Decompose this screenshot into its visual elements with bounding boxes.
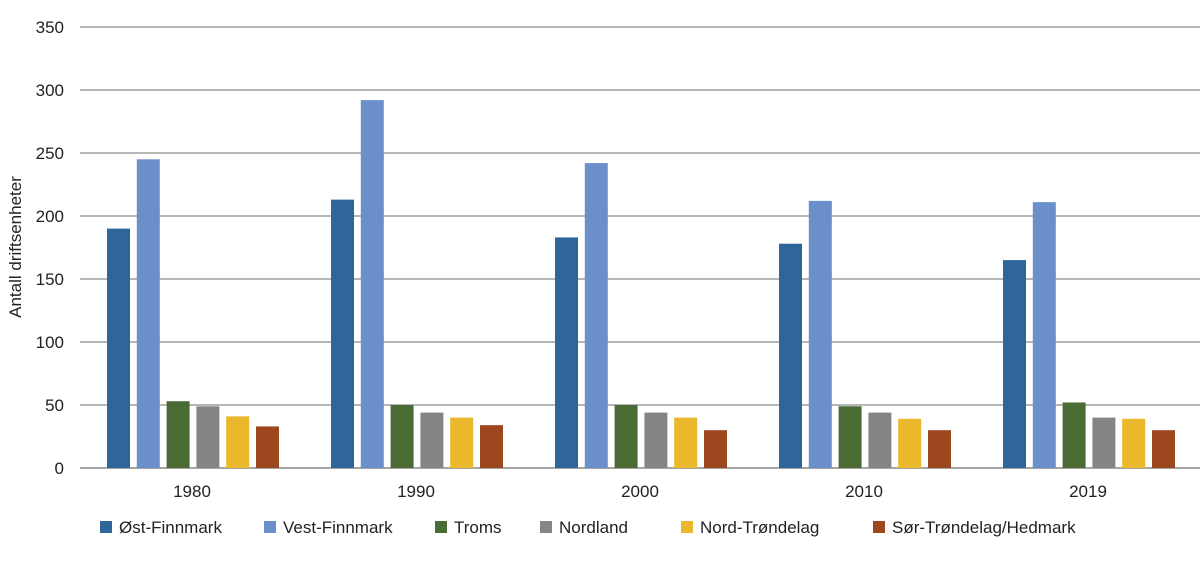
bar [196, 406, 220, 468]
legend-swatch [435, 521, 447, 533]
legend-swatch [540, 521, 552, 533]
legend-item: Nordland [540, 518, 628, 537]
y-tick-label: 0 [55, 459, 64, 478]
legend: Øst-Finnmark Vest-Finnmark Troms Nordland No… [100, 518, 1076, 537]
bar [644, 412, 668, 468]
bar [1152, 430, 1175, 468]
x-tick-label: 2019 [1069, 482, 1107, 501]
bar [107, 228, 130, 468]
x-tick-label: 2010 [845, 482, 883, 501]
bar [1092, 417, 1116, 468]
bar [704, 430, 727, 468]
bar [779, 243, 802, 468]
bar [898, 418, 922, 468]
y-tick-label: 150 [36, 270, 64, 289]
y-axis-label: Antall driftsenheter [6, 176, 25, 318]
x-axis-ticks: 1980 1990 2000 2010 2019 [173, 482, 1107, 501]
y-tick-label: 250 [36, 144, 64, 163]
bar [450, 417, 474, 468]
bar [555, 237, 578, 468]
bar [808, 200, 832, 468]
y-tick-label: 200 [36, 207, 64, 226]
bar [136, 159, 160, 469]
bar [226, 416, 250, 468]
bar [420, 412, 444, 468]
bar [1062, 402, 1086, 468]
bar [480, 425, 503, 468]
legend-item: Nord-Trøndelag [681, 518, 819, 537]
legend-label: Øst-Finnmark [119, 518, 222, 537]
x-tick-label: 2000 [621, 482, 659, 501]
bar [390, 405, 414, 468]
bar [928, 430, 951, 468]
legend-item: Øst-Finnmark [100, 518, 222, 537]
legend-item: Vest-Finnmark [264, 518, 393, 537]
legend-label: Nordland [559, 518, 628, 537]
bar [584, 163, 608, 468]
y-tick-label: 300 [36, 81, 64, 100]
legend-item: Sør-Trøndelag/Hedmark [873, 518, 1076, 537]
bar [614, 405, 638, 468]
bar [674, 417, 698, 468]
legend-swatch [873, 521, 885, 533]
y-tick-label: 50 [45, 396, 64, 415]
legend-item: Troms [435, 518, 502, 537]
legend-label: Vest-Finnmark [283, 518, 393, 537]
x-tick-label: 1980 [173, 482, 211, 501]
y-tick-label: 100 [36, 333, 64, 352]
bar [868, 412, 892, 468]
gridlines [80, 26, 1200, 469]
bar [838, 406, 862, 468]
legend-label: Sør-Trøndelag/Hedmark [892, 518, 1076, 537]
legend-swatch [681, 521, 693, 533]
bar [360, 100, 384, 468]
bar [1122, 418, 1146, 468]
bar [1032, 202, 1056, 468]
bar [1003, 260, 1026, 468]
bar [166, 401, 190, 468]
legend-label: Nord-Trøndelag [700, 518, 819, 537]
bar [331, 199, 354, 468]
bars [107, 100, 1175, 469]
bar [256, 426, 279, 468]
legend-label: Troms [454, 518, 502, 537]
x-tick-label: 1990 [397, 482, 435, 501]
y-tick-label: 350 [36, 18, 64, 37]
legend-swatch [264, 521, 276, 533]
legend-swatch [100, 521, 112, 533]
y-axis-ticks: 0 50 100 150 200 250 300 350 [36, 18, 64, 478]
